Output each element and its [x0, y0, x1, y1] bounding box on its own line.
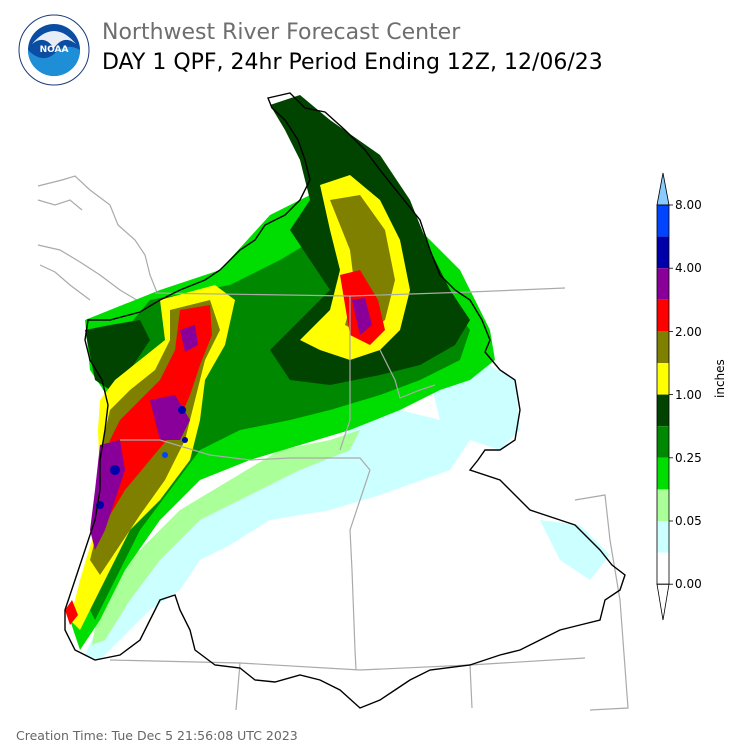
- basin-outline: [64, 92, 626, 709]
- tick-label: 4.00: [675, 261, 702, 275]
- product-title: DAY 1 QPF, 24hr Period Ending 12Z, 12/06…: [102, 50, 603, 75]
- agency-title: Northwest River Forecast Center: [102, 20, 461, 45]
- noaa-logo-icon: NOAA: [18, 14, 90, 86]
- creation-time: Creation Time: Tue Dec 5 21:56:08 UTC 20…: [16, 728, 298, 743]
- state-borders: [109, 287, 629, 711]
- basin-fill: [65, 95, 625, 700]
- tick-label: 8.00: [675, 198, 702, 212]
- legend-colorbar: [656, 172, 673, 621]
- tick-label: 0.25: [675, 451, 702, 465]
- legend-units: inches: [713, 359, 727, 398]
- canada-coastline: [37, 175, 161, 313]
- colorbar-segments: [656, 172, 670, 621]
- tick-label: 0.00: [675, 577, 702, 591]
- tick-label: 2.00: [675, 325, 702, 339]
- tick-label: 1.00: [675, 388, 702, 402]
- logo-text: NOAA: [40, 45, 69, 55]
- tick-label: 0.05: [675, 514, 702, 528]
